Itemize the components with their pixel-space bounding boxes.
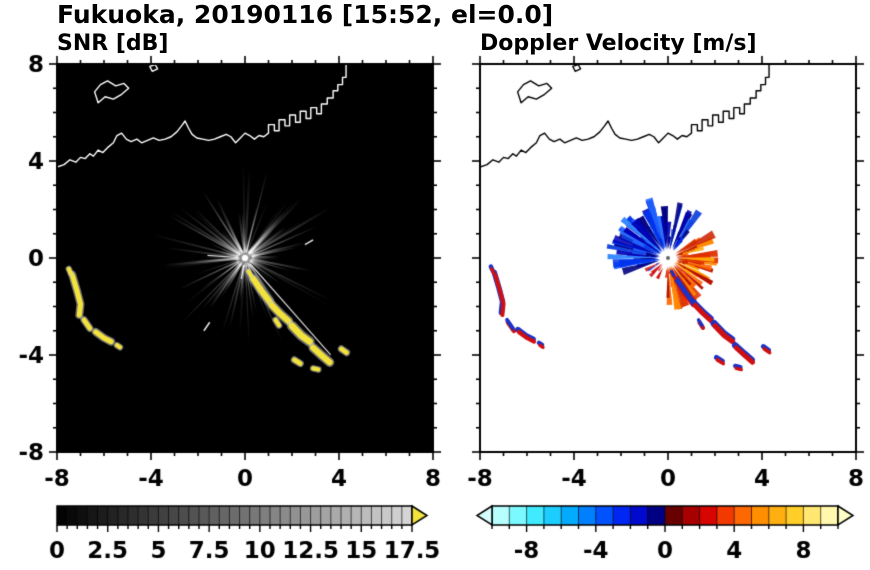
figure-title: Fukuoka, 20190116 [15:52, el=0.0] <box>57 0 554 29</box>
snr-panel-title: SNR [dB] <box>57 31 169 56</box>
doppler-panel-title: Doppler Velocity [m/s] <box>480 31 757 56</box>
